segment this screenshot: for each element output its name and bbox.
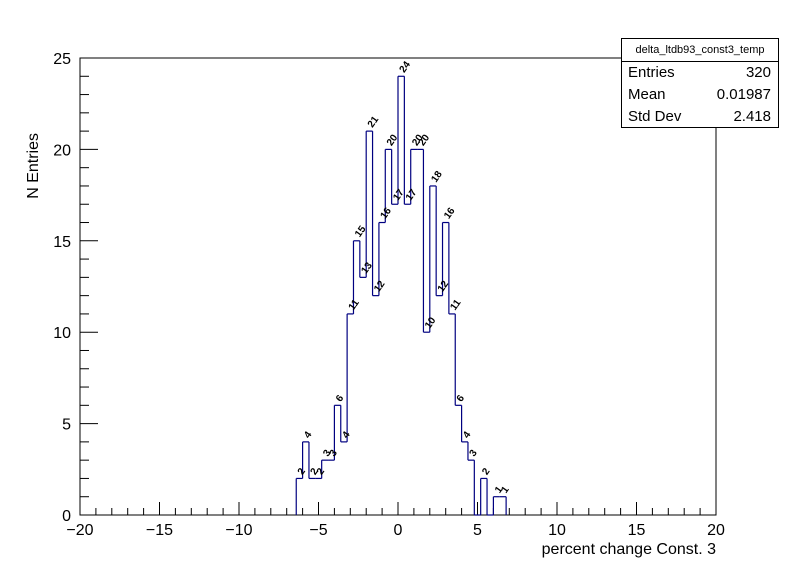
bin-value-label: 2 [309, 466, 321, 477]
bin-value-label: 3 [321, 448, 333, 459]
bin-value-label: 1 [493, 484, 505, 495]
bin-value-label: 18 [429, 169, 445, 185]
tick-labels: −20 −15 −10 −5 0 5 10 15 20 0 5 10 15 20 25 [53, 51, 725, 539]
bin-value-labels: 2422336411151321121620172417202010181216… [296, 59, 512, 495]
bin-value-label: 24 [398, 59, 414, 75]
x-tick-label: −15 [146, 522, 173, 539]
x-tick-label: −20 [66, 522, 93, 539]
stats-entries-label: Entries [628, 64, 675, 81]
histogram-series [295, 75, 507, 516]
x-tick-label: 20 [707, 522, 725, 539]
stats-box: delta_ltdb93_const3_temp Entries 320 Mea… [621, 38, 779, 128]
bin-value-label: 4 [302, 429, 314, 440]
stats-mean-value: 0.01987 [716, 86, 771, 103]
bin-value-label: 16 [379, 205, 395, 221]
x-axis-title: percent change Const. 3 [542, 541, 716, 558]
bin-value-label: 3 [468, 448, 480, 459]
y-axis-title: N Entries [25, 133, 42, 199]
stats-entries-value: 320 [745, 64, 771, 81]
bin-value-label: 2 [480, 466, 492, 477]
x-tick-label: 5 [473, 522, 482, 539]
y-tick-label: 0 [62, 508, 71, 525]
x-tick-label: −5 [309, 522, 327, 539]
y-tick-label: 25 [53, 51, 71, 68]
bin-value-label: 1 [499, 484, 511, 495]
x-tick-label: 0 [394, 522, 403, 539]
bin-value-label: 11 [347, 297, 362, 312]
x-tick-label: −10 [225, 522, 252, 539]
bin-value-label: 12 [372, 279, 388, 295]
y-tick-label: 5 [62, 417, 71, 434]
y-tick-label: 15 [53, 234, 71, 251]
stats-stddev-label: Std Dev [628, 108, 682, 125]
stats-mean-label: Mean [628, 86, 666, 103]
stats-title: delta_ltdb93_const3_temp [622, 39, 778, 62]
stats-row-stddev: Std Dev 2.418 [622, 106, 778, 128]
bin-value-label: 6 [455, 393, 467, 404]
x-tick-label: 10 [548, 522, 566, 539]
bin-value-label: 10 [423, 315, 439, 331]
bin-value-label: 16 [442, 205, 458, 221]
y-tick-label: 10 [53, 325, 71, 342]
bin-value-label: 11 [449, 297, 464, 312]
y-tick-label: 20 [53, 142, 71, 159]
bin-value-label: 3 [328, 448, 340, 459]
bin-value-label: 6 [334, 393, 346, 404]
bin-value-label: 17 [404, 187, 420, 203]
bin-value-label: 4 [340, 429, 352, 440]
bin-value-label: 4 [461, 429, 473, 440]
stats-stddev-value: 2.418 [733, 108, 771, 125]
stats-row-entries: Entries 320 [622, 62, 778, 84]
stats-row-mean: Mean 0.01987 [622, 84, 778, 106]
bin-value-label: 21 [366, 114, 382, 130]
bin-value-label: 2 [315, 466, 327, 477]
bin-value-label: 2 [296, 466, 308, 477]
tick-marks [79, 57, 717, 516]
x-tick-label: 15 [628, 522, 646, 539]
